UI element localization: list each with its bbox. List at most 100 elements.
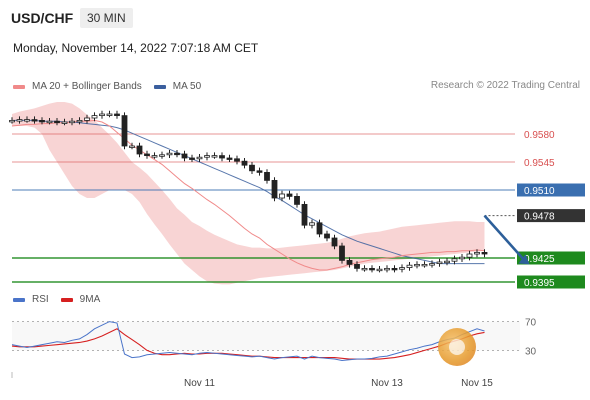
candle-body: [106, 113, 113, 116]
candle-body: [211, 155, 218, 158]
candle-body: [181, 153, 188, 159]
candle-body: [309, 222, 315, 226]
candle-body: [391, 267, 398, 271]
candle-body: [69, 120, 75, 124]
candle-body: [451, 258, 458, 262]
price-panel: 0.9580 0.9545 0.9510 0.9478 0.9425 0.9395: [9, 102, 585, 289]
level-label-box-4: [517, 251, 585, 265]
x-tick-label-0: Nov 11: [184, 378, 215, 389]
candle-body: [279, 193, 285, 199]
forecast-arrow-head-icon: [518, 254, 530, 265]
candle-body: [444, 260, 450, 264]
candle-body: [301, 203, 308, 226]
rsi-line: [11, 321, 485, 361]
candle-body: [406, 264, 413, 269]
level-label-1: 0.9545: [524, 158, 555, 169]
candle-body: [294, 195, 300, 205]
candle-body: [31, 119, 38, 122]
candle-body: [339, 245, 345, 261]
candle-body: [204, 155, 210, 158]
legend-label-ma50: MA 50: [172, 81, 202, 92]
candle-body: [264, 171, 270, 181]
time-axis: Nov 11 Nov 13 Nov 15: [11, 372, 493, 389]
x-tick-label-1: Nov 13: [371, 378, 403, 389]
legend-label-rsi-ma: 9MA: [79, 294, 101, 305]
candle-body: [151, 155, 158, 158]
candle-body: [466, 253, 473, 258]
candle-body: [226, 157, 233, 160]
research-credit: Research © 2022 Trading Central: [430, 80, 580, 91]
candle-body: [331, 237, 338, 247]
candle-body: [61, 121, 68, 124]
candle-body: [354, 263, 360, 269]
rsi-zone: [12, 321, 520, 351]
candle-body: [459, 256, 465, 260]
candle-body: [256, 170, 263, 173]
candle-body: [166, 152, 173, 156]
candle-body: [39, 120, 45, 123]
rsi-ma-line: [11, 328, 485, 360]
legend-swatch-rsi-ma: [60, 297, 73, 302]
legend-label-rsi: RSI: [32, 294, 49, 305]
candle-body: [219, 155, 225, 159]
candle-body: [84, 117, 90, 121]
candle-body: [91, 115, 98, 119]
level-label-box-5: [517, 275, 585, 289]
level-label-3: 0.9478: [524, 212, 555, 223]
candle-body: [369, 267, 375, 271]
candle-body: [121, 115, 128, 147]
candle-body: [76, 120, 83, 123]
ma50-line: [12, 119, 485, 265]
candle-body: [189, 157, 195, 160]
watermark-logo-icon: [438, 328, 476, 366]
candle-body: [376, 268, 383, 272]
candle-body: [474, 251, 480, 255]
candle-body: [271, 179, 278, 199]
level-label-box-3: [517, 209, 585, 223]
legend-swatch-rsi: [13, 297, 25, 302]
level-label-4: 0.9425: [524, 254, 555, 265]
level-label-box-2: [517, 183, 585, 197]
level-label-5: 0.9395: [524, 278, 555, 289]
candle-body: [346, 259, 353, 265]
candle-body: [114, 113, 120, 116]
watermark: [430, 326, 590, 396]
candle-body: [384, 267, 390, 271]
candle-body: [24, 119, 30, 122]
candle-body: [54, 120, 60, 124]
candle-body: [316, 222, 323, 235]
symbol-label: USD/CHF: [11, 10, 74, 26]
candle-body: [286, 193, 293, 197]
price-legend: MA 20 + Bollinger Bands MA 50: [13, 81, 201, 92]
datetime-label: Monday, November 14, 2022 7:07:18 AM CET: [13, 41, 259, 55]
candle-body: [9, 120, 15, 123]
candle-body: [46, 120, 53, 124]
candle-body: [196, 156, 203, 160]
forecast-arrow-shaft: [483, 214, 526, 262]
candle-body: [136, 145, 143, 155]
candle-body: [414, 263, 420, 267]
legend-swatch-ma50: [153, 84, 166, 89]
candle-body: [159, 154, 165, 157]
rsi-legend: RSI 9MA: [13, 294, 100, 305]
candle-body: [241, 160, 248, 166]
candle-body: [16, 119, 23, 122]
rsi-tick-label-1: 30: [525, 346, 537, 357]
candle-body: [481, 251, 488, 255]
x-tick-label-2: Nov 15: [461, 378, 493, 389]
candle-body: [436, 261, 443, 264]
bollinger-band: [12, 102, 485, 285]
candle-body: [129, 145, 135, 148]
candle-body: [234, 158, 240, 162]
candle-body: [361, 267, 368, 271]
legend-swatch-ma20: [13, 84, 25, 89]
candle-body: [324, 233, 330, 239]
candle-body: [421, 263, 428, 267]
rsi-panel: 70 30: [11, 318, 537, 361]
candle-body: [144, 153, 150, 156]
timeframe-badge[interactable]: 30 MIN: [80, 8, 133, 28]
candle-body: [429, 263, 435, 266]
candle-body: [99, 113, 105, 116]
candle-body: [174, 152, 180, 156]
